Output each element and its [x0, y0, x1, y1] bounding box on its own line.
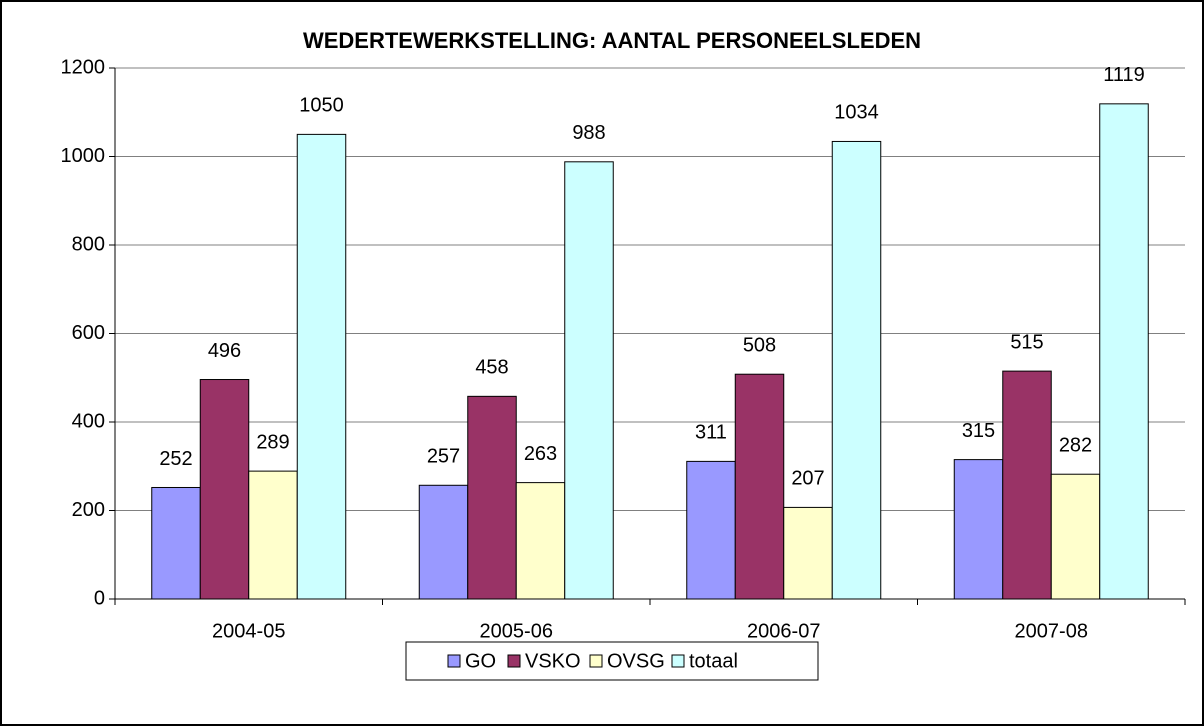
y-tick-label: 800	[72, 233, 105, 255]
legend-swatch	[589, 654, 603, 668]
data-label: 1034	[834, 102, 879, 124]
data-label: 257	[427, 446, 460, 468]
bar	[953, 459, 1004, 600]
data-label: 282	[1059, 434, 1092, 456]
data-label: 315	[962, 420, 995, 442]
x-tick-label: 2007-08	[1015, 620, 1088, 642]
data-label: 252	[159, 448, 192, 470]
bar	[783, 506, 833, 600]
chart-title: WEDERTEWERKSTELLING: AANTAL PERSONEELSLE…	[303, 28, 921, 53]
bar	[734, 373, 785, 600]
x-tick-label: 2006-07	[747, 620, 820, 642]
data-label: 1119	[1103, 64, 1145, 86]
legend-label: totaal	[689, 650, 738, 672]
legend-swatch	[507, 654, 521, 668]
legend-label: VSKO	[525, 650, 581, 672]
legend-swatch	[671, 654, 685, 668]
bar	[1050, 473, 1101, 600]
x-tick-label: 2005-06	[480, 620, 553, 642]
data-label: 207	[791, 468, 824, 490]
legend-label: GO	[465, 650, 496, 672]
data-label: 263	[524, 443, 557, 465]
data-label: 988	[572, 122, 605, 144]
y-tick-label: 400	[72, 410, 105, 432]
bar	[199, 379, 250, 600]
data-label: 515	[1010, 331, 1043, 353]
data-label: 458	[475, 357, 508, 379]
data-label: 1050	[299, 95, 344, 117]
y-tick-label: 1200	[61, 56, 106, 78]
y-tick-label: 0	[94, 587, 105, 609]
bar	[831, 140, 882, 600]
legend-swatch	[447, 654, 461, 668]
bar	[296, 133, 347, 600]
y-tick-label: 1000	[61, 145, 106, 167]
bar	[467, 395, 517, 600]
y-tick-label: 200	[72, 499, 105, 521]
bar	[686, 460, 736, 600]
bar	[564, 161, 614, 600]
legend-label: OVSG	[607, 650, 665, 672]
bar	[1099, 103, 1149, 600]
bar	[1002, 370, 1052, 600]
bar	[248, 470, 298, 600]
data-label: 496	[208, 340, 241, 362]
y-tick-label: 600	[72, 322, 105, 344]
data-label: 311	[695, 422, 727, 444]
data-label: 508	[743, 334, 776, 356]
bar	[515, 482, 566, 600]
data-label: 289	[256, 431, 289, 453]
legend-box	[405, 641, 819, 681]
bar	[418, 484, 469, 600]
x-tick-label: 2004-05	[212, 620, 285, 642]
bar	[151, 486, 201, 600]
